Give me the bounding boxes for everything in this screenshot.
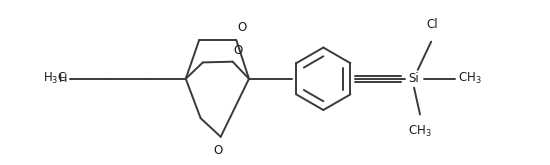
Text: $\mathrm{CH_3}$: $\mathrm{CH_3}$	[408, 123, 432, 138]
Text: H: H	[59, 74, 68, 84]
Text: O: O	[238, 21, 247, 34]
Text: O: O	[214, 144, 223, 157]
Text: $\mathrm{CH_3}$: $\mathrm{CH_3}$	[458, 71, 482, 86]
Text: Si: Si	[409, 72, 420, 85]
Text: Cl: Cl	[427, 18, 438, 31]
Text: O: O	[233, 44, 243, 57]
Text: $\mathrm{H_3C}$: $\mathrm{H_3C}$	[43, 71, 68, 86]
